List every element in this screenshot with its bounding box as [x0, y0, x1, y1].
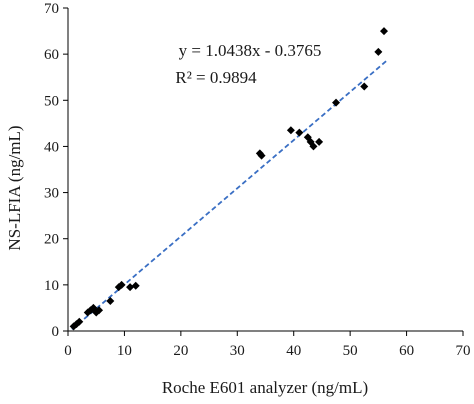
data-point [95, 306, 104, 315]
y-tick-label: 70 [44, 1, 59, 17]
data-point [106, 297, 115, 306]
y-axis-ticks: 0 10 20 30 40 50 60 70 [44, 1, 68, 340]
data-point [117, 280, 126, 289]
x-tick-label: 0 [64, 343, 72, 359]
data-point [75, 317, 84, 326]
data-point [126, 283, 135, 292]
data-point [257, 151, 266, 160]
y-tick-label: 0 [52, 324, 60, 340]
x-axis-title: Roche E601 analyzer (ng/mL) [162, 378, 368, 397]
x-tick-label: 30 [230, 343, 245, 359]
x-tick-label: 20 [173, 343, 188, 359]
data-point [295, 128, 304, 137]
y-tick-label: 20 [44, 232, 59, 248]
data-point [374, 47, 383, 56]
r-squared-label: R² = 0.9894 [175, 68, 257, 87]
data-point [286, 126, 295, 135]
x-tick-label: 40 [286, 343, 301, 359]
y-axis-title: NS-LFIA (ng/mL) [5, 125, 24, 250]
data-point [315, 137, 324, 146]
data-point [380, 27, 388, 36]
data-point [332, 98, 341, 107]
data-points [69, 27, 388, 331]
y-tick-label: 10 [44, 278, 59, 294]
x-tick-label: 10 [117, 343, 132, 359]
data-point [309, 142, 318, 151]
x-tick-label: 70 [456, 343, 471, 359]
regression-equation: y = 1.0438x - 0.3765 [179, 41, 322, 60]
x-tick-label: 60 [399, 343, 414, 359]
y-tick-label: 40 [44, 139, 59, 155]
data-point [360, 82, 369, 91]
y-tick-label: 60 [44, 47, 59, 63]
y-tick-label: 50 [44, 93, 59, 109]
x-axis-ticks: 0 10 20 30 40 50 60 70 [64, 331, 471, 359]
data-point [131, 281, 140, 290]
x-tick-label: 50 [343, 343, 358, 359]
y-tick-label: 30 [44, 186, 59, 202]
